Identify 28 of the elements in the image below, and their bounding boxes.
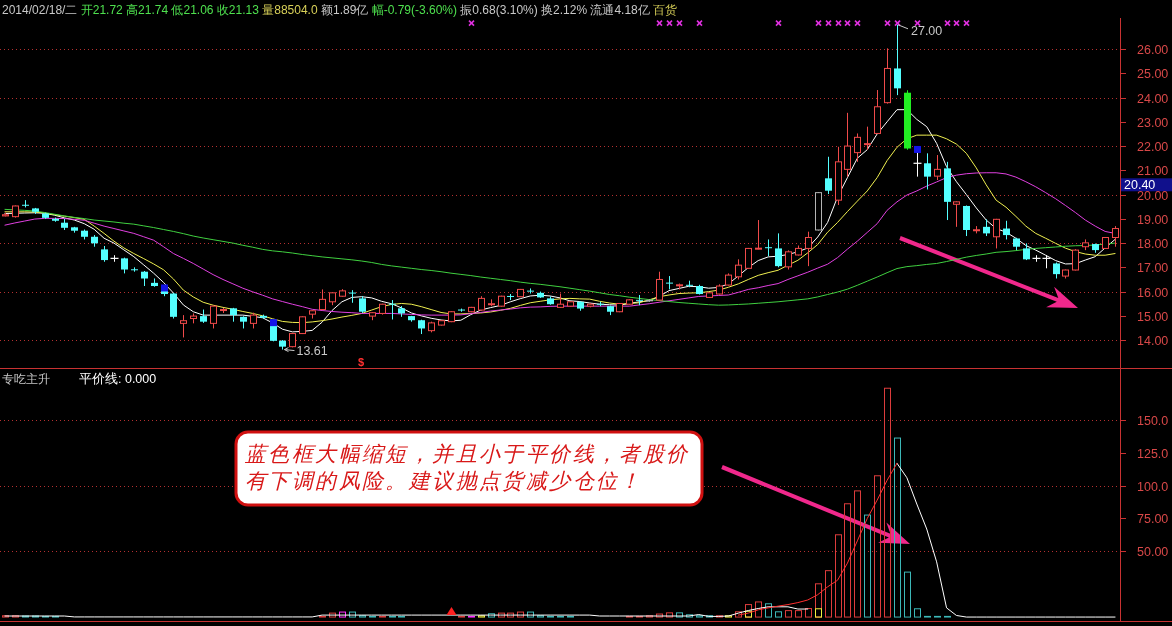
tick-label: 19.00	[1137, 212, 1169, 227]
tick-label: 22.00	[1137, 139, 1169, 154]
annotation: $	[357, 356, 365, 368]
title: 2014/02/18/二 开21.72 高21.74 低21.06 收21.13 量88504.0 额1.89亿 幅-0.79(-3.60%) 振0.68(3.10%) 换2.12% 流通4.18亿 百货	[2, 3, 678, 17]
annotation: 27.00	[910, 23, 943, 38]
tick-label: 17.00	[1137, 260, 1169, 275]
annotation: 20.40	[1121, 177, 1172, 192]
tick-label: 16.00	[1137, 285, 1169, 300]
annotation: 蓝色框大幅缩短，并且小于平价线，者股价有下调的风险。建议抛点货减少仓位！	[244, 442, 690, 492]
legend: 平价线: 0.000	[79, 372, 157, 386]
tick-label: 100.0	[1137, 479, 1169, 494]
tick-label: 26.00	[1137, 42, 1169, 57]
annotation: 27.00	[897, 23, 943, 38]
tick-label: 50.00	[1137, 544, 1169, 559]
tick-label: 125.0	[1137, 446, 1169, 461]
annotation: 13.61	[296, 343, 328, 358]
tick-label: 21.00	[1137, 163, 1169, 178]
tick-label: 18.00	[1137, 236, 1169, 251]
tick-label: 15.00	[1137, 309, 1169, 324]
tick-label: 25.00	[1137, 66, 1169, 81]
tick-label: 23.00	[1137, 115, 1169, 130]
tick-label: 75.00	[1137, 511, 1169, 526]
annotation: 蓝色框大幅缩短，并且小于平价线，者股价有下调的风险。建议抛点货减少仓位！	[234, 430, 704, 507]
tick-label: 150.0	[1137, 413, 1169, 428]
tick-label: 14.00	[1137, 333, 1169, 348]
annotation: 13.61	[284, 343, 328, 358]
title: 专吃主升	[2, 372, 50, 386]
tick-label: 24.00	[1137, 91, 1169, 106]
